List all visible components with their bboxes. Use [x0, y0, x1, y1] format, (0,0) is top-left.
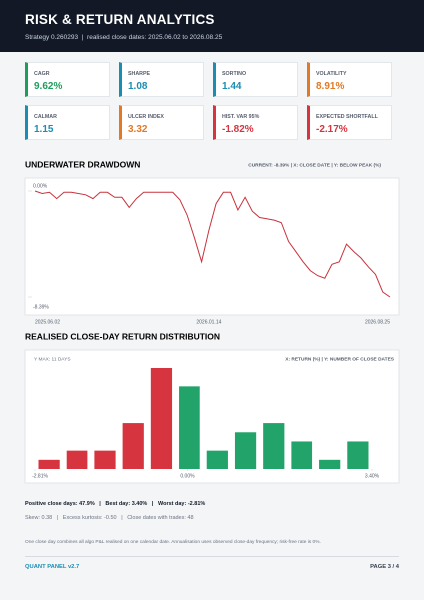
metric-label: CALMAR: [34, 114, 57, 120]
page-number: PAGE 3 / 4: [370, 564, 399, 570]
x-tick-label: 2025.06.02: [35, 319, 60, 325]
header-subtitle: Strategy 0.260293 | realised close dates…: [25, 34, 223, 41]
histogram-bar: [263, 423, 285, 469]
x-tick-label: -2.81%: [32, 473, 48, 479]
metric-card: ULCER INDEX 3.32: [119, 105, 204, 140]
stats-line: Positive close days: 47.9% | Best day: 3…: [25, 501, 206, 507]
histogram-bar: [94, 450, 116, 469]
header: RISK & RETURN ANALYTICS Strategy 0.26029…: [0, 0, 424, 52]
histogram-bar: [122, 423, 144, 469]
metric-card: CAGR 9.62%: [25, 62, 110, 97]
drawdown-line: [34, 190, 391, 298]
footnote: One close day combines all algo P&L real…: [25, 540, 321, 545]
metric-label: EXPECTED SHORTFALL: [316, 114, 378, 120]
y-tick-label: 0.00%: [33, 183, 48, 189]
header-title: RISK & RETURN ANALYTICS: [25, 12, 215, 27]
histogram-bar: [206, 450, 228, 469]
metric-value: 1.15: [34, 124, 54, 135]
metric-label: CAGR: [34, 71, 50, 77]
metric-label: HIST. VAR 95%: [222, 114, 260, 120]
x-tick-label: 0.00%: [180, 473, 195, 479]
section-title: UNDERWATER DRAWDOWN: [25, 159, 140, 169]
chart-note: X: RETURN (%) | Y: NUMBER OF CLOSE DATES: [285, 356, 395, 362]
histogram-bar: [150, 368, 173, 469]
stats-line: Skew: 0.38 | Excess kurtosis: -0.50 | Cl…: [25, 515, 194, 521]
metric-value: 1.08: [128, 81, 148, 92]
metric-value: 8.91%: [316, 81, 345, 92]
y-max-label: Y MAX: 11 DAYS: [34, 356, 71, 362]
chart-note: CURRENT: -8.39% | X: CLOSE DATE | Y: BEL…: [248, 162, 381, 168]
histogram-bar: [179, 386, 200, 469]
footer-brand: QUANT PANEL v2.7: [25, 564, 80, 570]
metric-card: VOLATILITY 8.91%: [307, 62, 392, 97]
y-tick-label: -8.39%: [33, 304, 49, 310]
footer-rule: [25, 556, 399, 557]
chart-frame: [24, 177, 400, 316]
metric-label: ULCER INDEX: [128, 114, 164, 120]
x-tick-label: 3.40%: [365, 473, 380, 479]
x-tick-label: 2026.08.25: [365, 319, 390, 325]
metric-label: VOLATILITY: [316, 71, 347, 77]
histogram-bar: [319, 459, 341, 469]
metric-card: SORTINO 1.44: [213, 62, 298, 97]
metric-card: HIST. VAR 95% -1.82%: [213, 105, 298, 140]
metric-label: SHARPE: [128, 71, 151, 77]
metric-value: 1.44: [222, 81, 242, 92]
metric-card: EXPECTED SHORTFALL -2.17%: [307, 105, 392, 140]
metric-value: -1.82%: [222, 124, 254, 135]
metric-card: CALMAR 1.15: [25, 105, 110, 140]
histogram-bar: [66, 450, 88, 469]
metric-card: SHARPE 1.08: [119, 62, 204, 97]
section-title: REALISED CLOSE-DAY RETURN DISTRIBUTION: [25, 331, 220, 341]
metric-value: 3.32: [128, 124, 148, 135]
x-tick-label: 2026.01.14: [196, 319, 221, 325]
metric-label: SORTINO: [222, 71, 247, 77]
metric-value: -2.17%: [316, 124, 348, 135]
metric-value: 9.62%: [34, 81, 63, 92]
histogram-bar: [291, 441, 313, 469]
histogram-bar: [234, 432, 257, 469]
histogram-bar: [347, 441, 369, 469]
histogram-bar: [38, 459, 60, 469]
